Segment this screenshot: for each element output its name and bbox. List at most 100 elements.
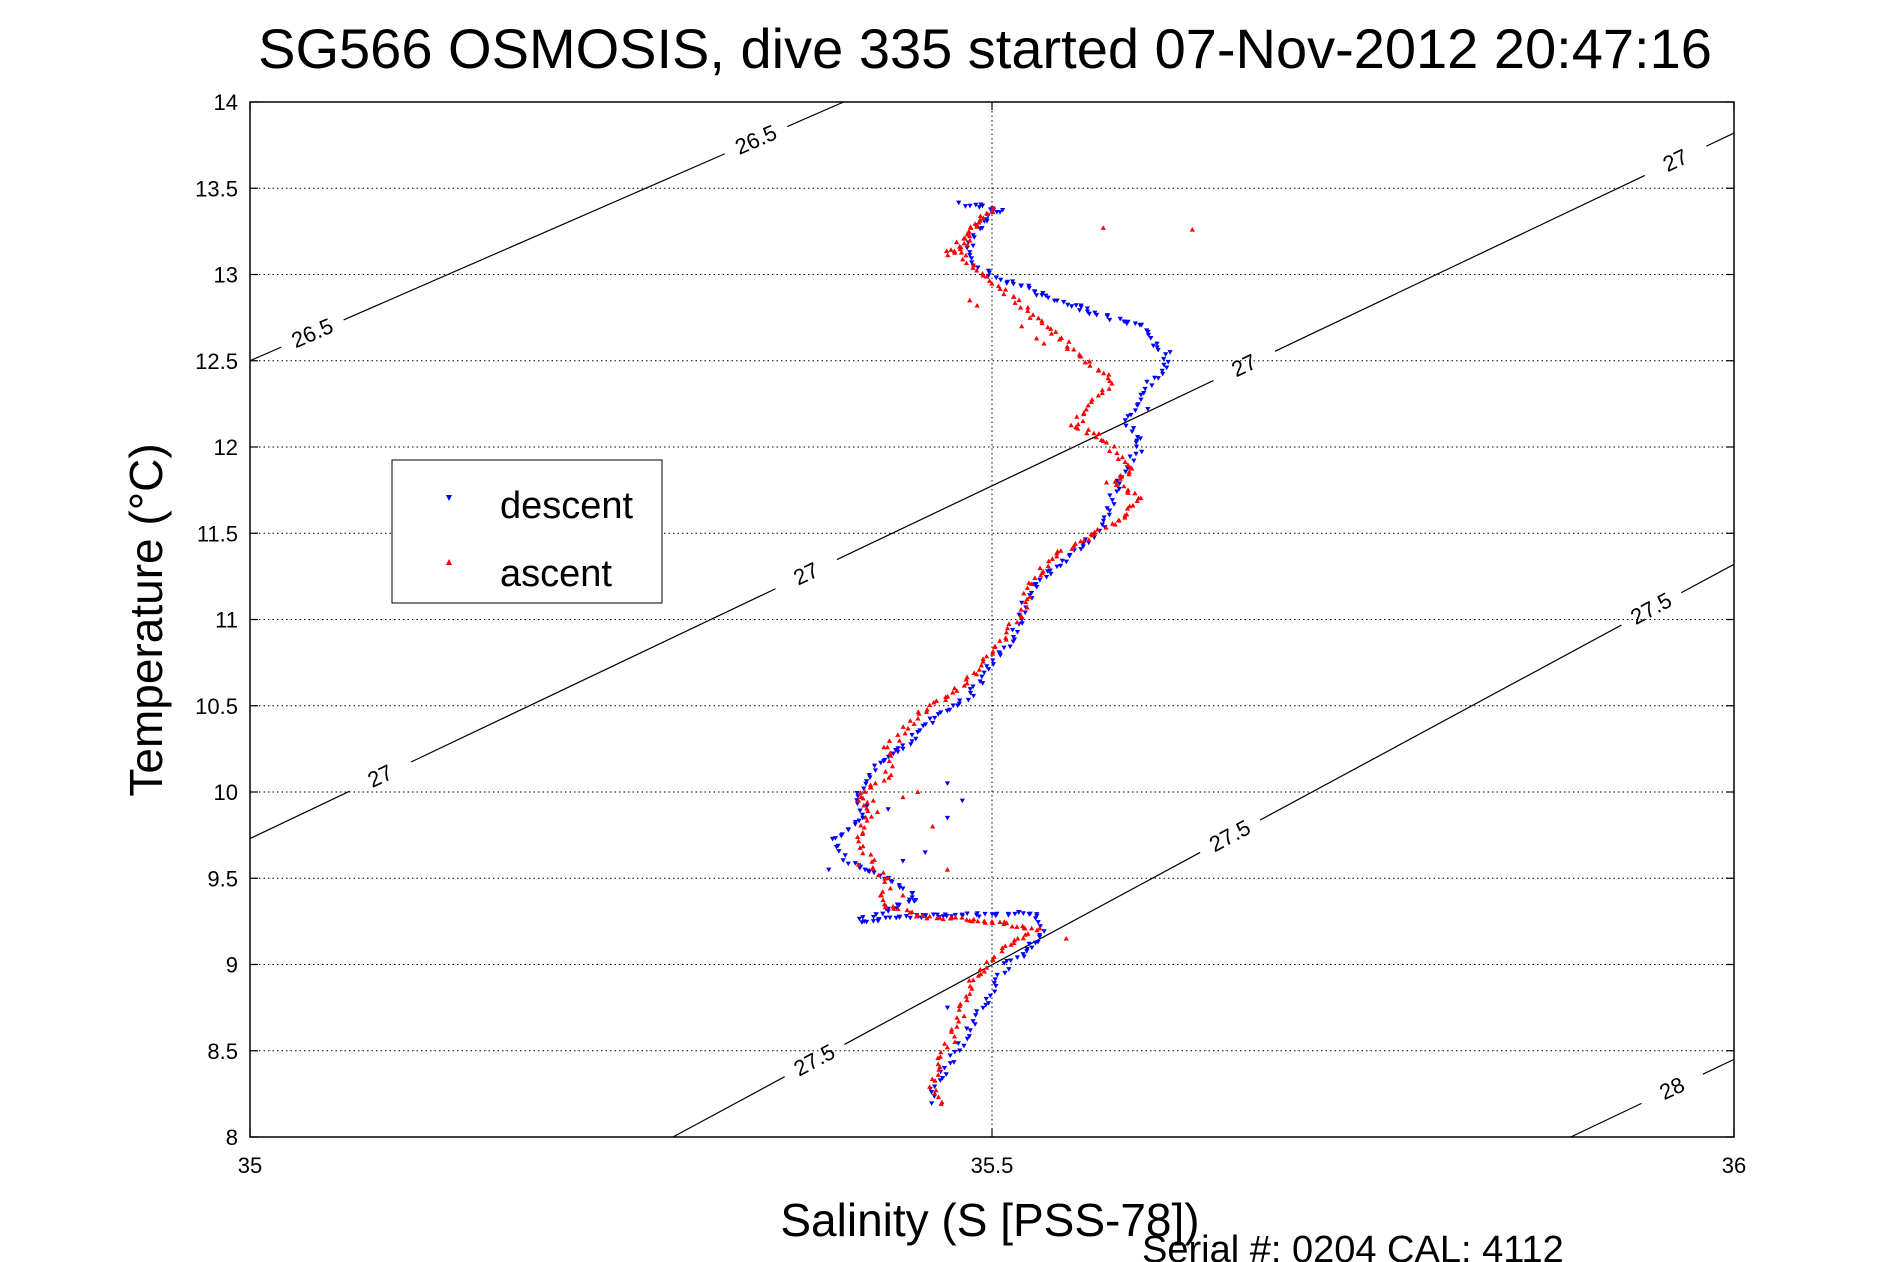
ascent-point [1064, 344, 1070, 349]
ascent-point [856, 838, 862, 844]
descent-point [1036, 934, 1043, 940]
descent-point [1132, 321, 1138, 327]
ascent-point [1096, 431, 1102, 436]
descent-point [1121, 319, 1127, 325]
descent-point [1034, 913, 1040, 919]
y-tick-label: 11 [215, 608, 238, 633]
ascent-point [974, 302, 980, 308]
descent-point [1045, 295, 1051, 301]
ascent-point [1011, 937, 1018, 943]
descent-point [867, 775, 873, 780]
descent-point [969, 260, 975, 265]
descent-point [872, 768, 878, 773]
descent-point [903, 914, 909, 919]
descent-point [1020, 952, 1026, 957]
descent-point [855, 794, 861, 799]
ascent-point [977, 213, 983, 219]
ascent-point [1034, 927, 1040, 933]
descent-point [1000, 207, 1006, 213]
descent-point [1032, 290, 1038, 295]
ascent-point [932, 1077, 938, 1083]
ascent-point [1010, 294, 1017, 299]
ascent-point [865, 808, 871, 814]
ascent-point [854, 834, 861, 840]
descent-point [845, 861, 851, 867]
descent-point [1026, 283, 1032, 289]
descent-point [1133, 444, 1140, 450]
descent-point [935, 712, 941, 717]
ascent-point [999, 945, 1005, 950]
descent-point [994, 210, 1000, 215]
ascent-point [976, 667, 982, 672]
density-contour-line [1570, 1102, 1642, 1138]
density-contours [249, 101, 1735, 1138]
ascent-point [924, 706, 930, 712]
descent-point [1016, 612, 1022, 618]
descent-point [1138, 397, 1144, 403]
ascent-point [1081, 411, 1087, 417]
ascent-point [944, 1044, 950, 1050]
ascent-point [860, 795, 866, 801]
descent-point [860, 815, 866, 821]
ascent-point [1107, 378, 1113, 384]
descent-point [1069, 304, 1075, 309]
ascent-point [924, 915, 930, 921]
descent-point [944, 815, 951, 821]
ascent-point [909, 909, 915, 915]
descent-point [1033, 293, 1040, 298]
density-contour-line [410, 588, 776, 763]
descent-point [976, 914, 982, 920]
descent-point [866, 869, 872, 875]
ascent-point [952, 914, 959, 920]
descent-point [1138, 392, 1144, 398]
ascent-point [997, 286, 1003, 291]
descent-point [836, 849, 842, 854]
ascent-point [1078, 538, 1084, 544]
ascent-point [1099, 387, 1105, 393]
ascent-point [935, 1072, 941, 1077]
ascent-point [989, 208, 995, 214]
ascent-point [855, 861, 862, 867]
descent-point [1111, 502, 1117, 507]
ascent-point [1029, 581, 1035, 587]
descent-point [967, 250, 973, 255]
ascent-point [1025, 931, 1031, 936]
descent-point [1039, 293, 1045, 298]
descent-point [973, 202, 979, 208]
ascent-point [974, 267, 980, 273]
descent-point [1130, 426, 1137, 431]
descent-point [900, 859, 906, 864]
descent-point [1002, 970, 1008, 976]
ascent-point [937, 1064, 943, 1069]
descent-point [900, 743, 906, 748]
ascent-point [1032, 575, 1038, 581]
ascent-point [1106, 448, 1113, 453]
descent-point [1129, 429, 1135, 435]
ascent-point [980, 656, 986, 661]
density-contour-line [836, 379, 1214, 561]
ascent-point [1119, 454, 1126, 460]
ascent-point [1071, 543, 1077, 548]
ascent-point [881, 777, 887, 783]
ascent-point [958, 250, 965, 255]
descent-point [1037, 924, 1043, 929]
ascent-point [860, 843, 866, 849]
ascent-point [1100, 438, 1106, 444]
ascent-point [1053, 329, 1059, 334]
descent-point [944, 781, 951, 786]
descent-point [977, 679, 983, 684]
ascent-point [900, 794, 906, 800]
descent-point [922, 850, 928, 855]
descent-point [829, 836, 836, 842]
ascent-point [886, 775, 892, 780]
ascent-point [882, 879, 888, 884]
descent-point [1004, 281, 1010, 286]
descent-point [1018, 283, 1024, 289]
descent-point [974, 911, 980, 916]
descent-point [1124, 321, 1130, 327]
descent-point [1001, 645, 1007, 651]
descent-point [957, 698, 963, 704]
descent-point [1065, 302, 1071, 308]
descent-point [1059, 558, 1065, 564]
ascent-point [1086, 358, 1093, 364]
